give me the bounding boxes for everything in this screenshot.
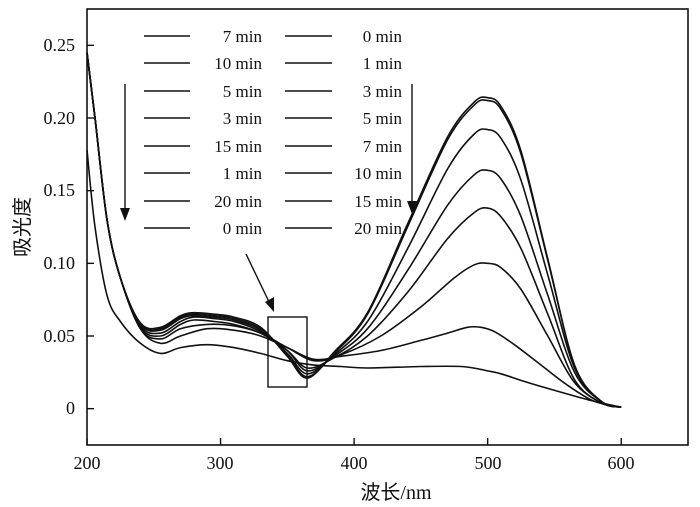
series-layer xyxy=(86,52,622,408)
legend-right-column: 0 min 1 min 3 min 5 min 7 min 10 min 15 … xyxy=(285,27,402,238)
arrowhead-icon xyxy=(265,297,274,312)
y-tick-label: 0 xyxy=(66,398,75,418)
legend-label: 15 min xyxy=(354,192,402,211)
legend-label: 0 min xyxy=(363,27,403,46)
legend-label: 3 min xyxy=(223,109,263,128)
legend-label: 5 min xyxy=(363,109,403,128)
legend-label: 7 min xyxy=(363,137,403,156)
legend-label: 10 min xyxy=(354,164,402,183)
arrowhead-icon xyxy=(407,201,417,214)
series-line-0-min xyxy=(86,149,622,408)
y-tick-label: 0.05 xyxy=(44,326,76,346)
x-tick-label: 300 xyxy=(207,453,234,473)
legend: 7 min 10 min 5 min 3 min 15 min 1 min 20… xyxy=(144,27,402,238)
zoom-box xyxy=(267,316,308,388)
y-axis-title: 吸光度 xyxy=(11,197,34,257)
legend-left-column: 7 min 10 min 5 min 3 min 15 min 1 min 20… xyxy=(144,27,262,238)
annotations xyxy=(120,84,417,388)
axis-ticks xyxy=(86,44,622,445)
legend-label: 5 min xyxy=(223,82,263,101)
pointer-arrow xyxy=(245,253,271,305)
legend-label: 10 min xyxy=(214,54,262,73)
legend-label: 1 min xyxy=(363,54,403,73)
legend-label: 7 min xyxy=(223,27,263,46)
legend-label: 3 min xyxy=(363,82,403,101)
x-axis-title: 波长/nm xyxy=(360,481,432,504)
x-tick-label: 400 xyxy=(341,453,368,473)
x-tick-labels: 200 300 400 500 600 xyxy=(74,453,635,473)
legend-label: 1 min xyxy=(223,164,263,183)
x-tick-label: 200 xyxy=(74,453,101,473)
plot-frame xyxy=(86,8,689,446)
y-tick-label: 0.15 xyxy=(44,180,76,200)
x-tick-label: 600 xyxy=(608,453,635,473)
y-tick-label: 0.10 xyxy=(44,253,76,273)
y-tick-labels: 0 0.05 0.10 0.15 0.20 0.25 xyxy=(44,35,76,418)
legend-label: 0 min xyxy=(223,219,263,238)
legend-label: 15 min xyxy=(214,137,262,156)
arrowhead-icon xyxy=(120,208,130,221)
x-tick-label: 500 xyxy=(475,453,502,473)
y-tick-label: 0.20 xyxy=(44,108,76,128)
y-tick-label: 0.25 xyxy=(44,35,76,55)
legend-label: 20 min xyxy=(354,219,402,238)
legend-label: 20 min xyxy=(214,192,262,211)
series-line-20-min xyxy=(86,52,622,408)
